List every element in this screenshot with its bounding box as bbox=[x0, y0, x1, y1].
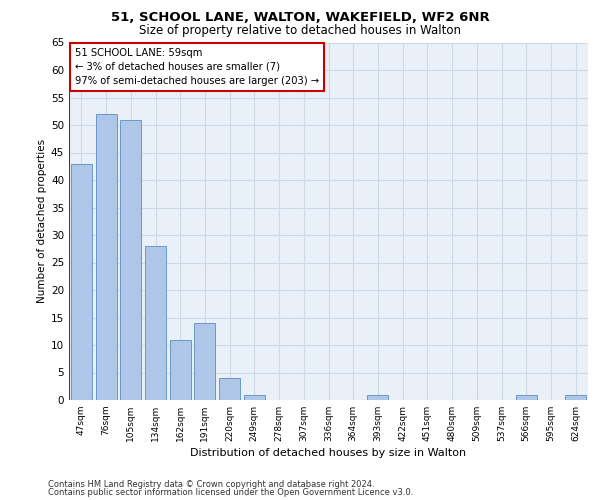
Text: Contains public sector information licensed under the Open Government Licence v3: Contains public sector information licen… bbox=[48, 488, 413, 497]
Bar bbox=[516, 394, 537, 400]
Bar bbox=[565, 394, 586, 400]
Y-axis label: Number of detached properties: Number of detached properties bbox=[37, 139, 47, 304]
Bar bbox=[170, 340, 191, 400]
Bar bbox=[71, 164, 92, 400]
Bar bbox=[194, 323, 215, 400]
Bar bbox=[145, 246, 166, 400]
Bar bbox=[244, 394, 265, 400]
Bar bbox=[95, 114, 116, 400]
Text: 51 SCHOOL LANE: 59sqm
← 3% of detached houses are smaller (7)
97% of semi-detach: 51 SCHOOL LANE: 59sqm ← 3% of detached h… bbox=[75, 48, 319, 86]
Text: 51, SCHOOL LANE, WALTON, WAKEFIELD, WF2 6NR: 51, SCHOOL LANE, WALTON, WAKEFIELD, WF2 … bbox=[110, 11, 490, 24]
Text: Size of property relative to detached houses in Walton: Size of property relative to detached ho… bbox=[139, 24, 461, 37]
X-axis label: Distribution of detached houses by size in Walton: Distribution of detached houses by size … bbox=[190, 448, 467, 458]
Bar bbox=[120, 120, 141, 400]
Text: Contains HM Land Registry data © Crown copyright and database right 2024.: Contains HM Land Registry data © Crown c… bbox=[48, 480, 374, 489]
Bar bbox=[367, 394, 388, 400]
Bar bbox=[219, 378, 240, 400]
